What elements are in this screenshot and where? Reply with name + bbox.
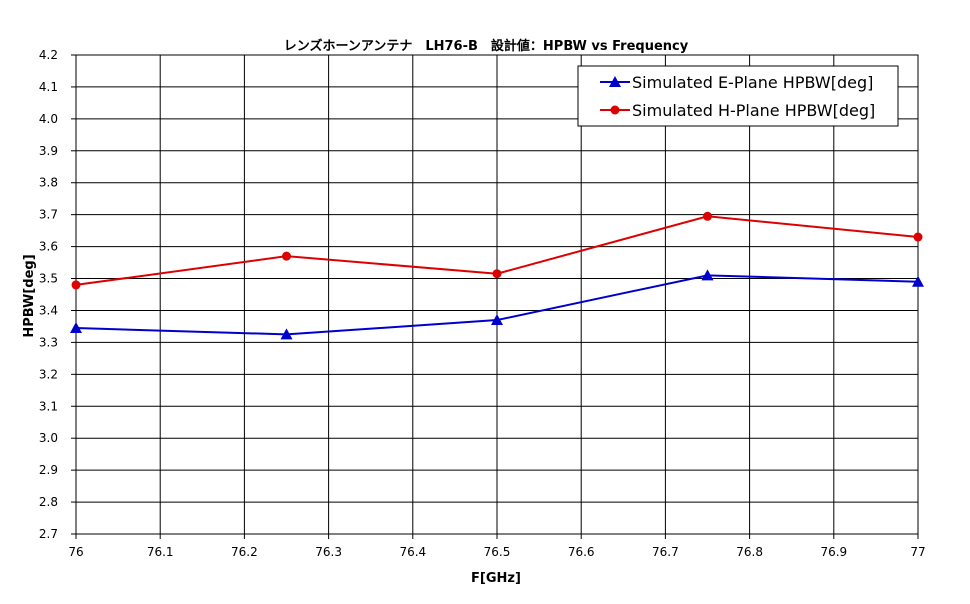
y-tick-label: 3.0 (39, 431, 58, 445)
data-point-h-plane (703, 211, 712, 221)
legend-label-e-plane: Simulated E-Plane HPBW[deg] (632, 73, 873, 92)
data-point-e-plane (70, 322, 82, 334)
x-tick-label: 76 (68, 545, 83, 559)
y-tick-label: 3.3 (39, 335, 58, 349)
y-tick-label: 4.2 (39, 48, 58, 62)
grid (75, 54, 919, 535)
data-point-h-plane (282, 251, 291, 261)
x-tick-label: 77 (910, 545, 925, 559)
legend-box (577, 65, 899, 127)
y-tick-label: 4.0 (39, 112, 58, 126)
data-point-h-plane (71, 280, 81, 290)
legend-label-h-plane: Simulated H-Plane HPBW[deg] (632, 101, 875, 120)
x-axis-ticks: 76 76.1 76.2 76.3 76.4 76.5 76.6 76.7 76.8 76.9 77 (68, 534, 926, 559)
y-tick-label: 3.4 (39, 303, 58, 317)
y-tick-label: 3.5 (39, 272, 58, 286)
y-tick-label: 3.6 (39, 240, 58, 254)
x-tick-label: 76.8 (736, 545, 763, 559)
y-tick-label: 3.9 (39, 144, 58, 158)
x-axis-label: F[GHz] (471, 571, 521, 586)
x-tick-label: 76.9 (820, 545, 847, 559)
y-axis-label: HPBW[deg] (22, 254, 37, 337)
y-tick-label: 3.1 (39, 399, 58, 413)
x-tick-label: 76.6 (568, 545, 595, 559)
y-tick-label: 2.8 (39, 495, 58, 509)
data-point-h-plane (913, 232, 923, 242)
series-h-plane (71, 211, 923, 290)
x-tick-label: 76.4 (399, 545, 426, 559)
data-point-e-plane (701, 269, 714, 281)
x-tick-label: 76.7 (652, 545, 679, 559)
data-point-h-plane (492, 269, 502, 279)
y-tick-label: 3.2 (39, 367, 58, 381)
series-e-plane (70, 269, 924, 340)
legend-marker-h-plane (610, 105, 620, 115)
x-tick-label: 76.3 (315, 545, 342, 559)
chart-title: レンズホーンアンテナ LH76-B 設計値：HPBW vs Frequency (284, 38, 689, 54)
x-tick-label: 76.5 (484, 545, 511, 559)
y-tick-label: 3.8 (39, 176, 58, 190)
legend-marker-e-plane (609, 76, 621, 87)
y-tick-label: 2.9 (39, 463, 58, 477)
data-point-e-plane (912, 275, 924, 287)
y-tick-label: 4.1 (39, 80, 58, 94)
series-group (70, 211, 924, 340)
legend: Simulated E-Plane HPBW[deg] Simulated H-P… (577, 65, 899, 127)
y-tick-label: 3.7 (39, 208, 58, 222)
x-tick-label: 76.1 (147, 545, 174, 559)
x-tick-label: 76.2 (231, 545, 258, 559)
data-point-e-plane (491, 314, 503, 326)
y-tick-label: 2.7 (39, 527, 58, 541)
y-axis-ticks: 2.7 2.8 2.9 3.0 3.1 3.2 3.3 3.4 3.5 3.6 3.7 3.8 3.9 4… (39, 48, 76, 541)
data-point-e-plane (280, 328, 293, 340)
